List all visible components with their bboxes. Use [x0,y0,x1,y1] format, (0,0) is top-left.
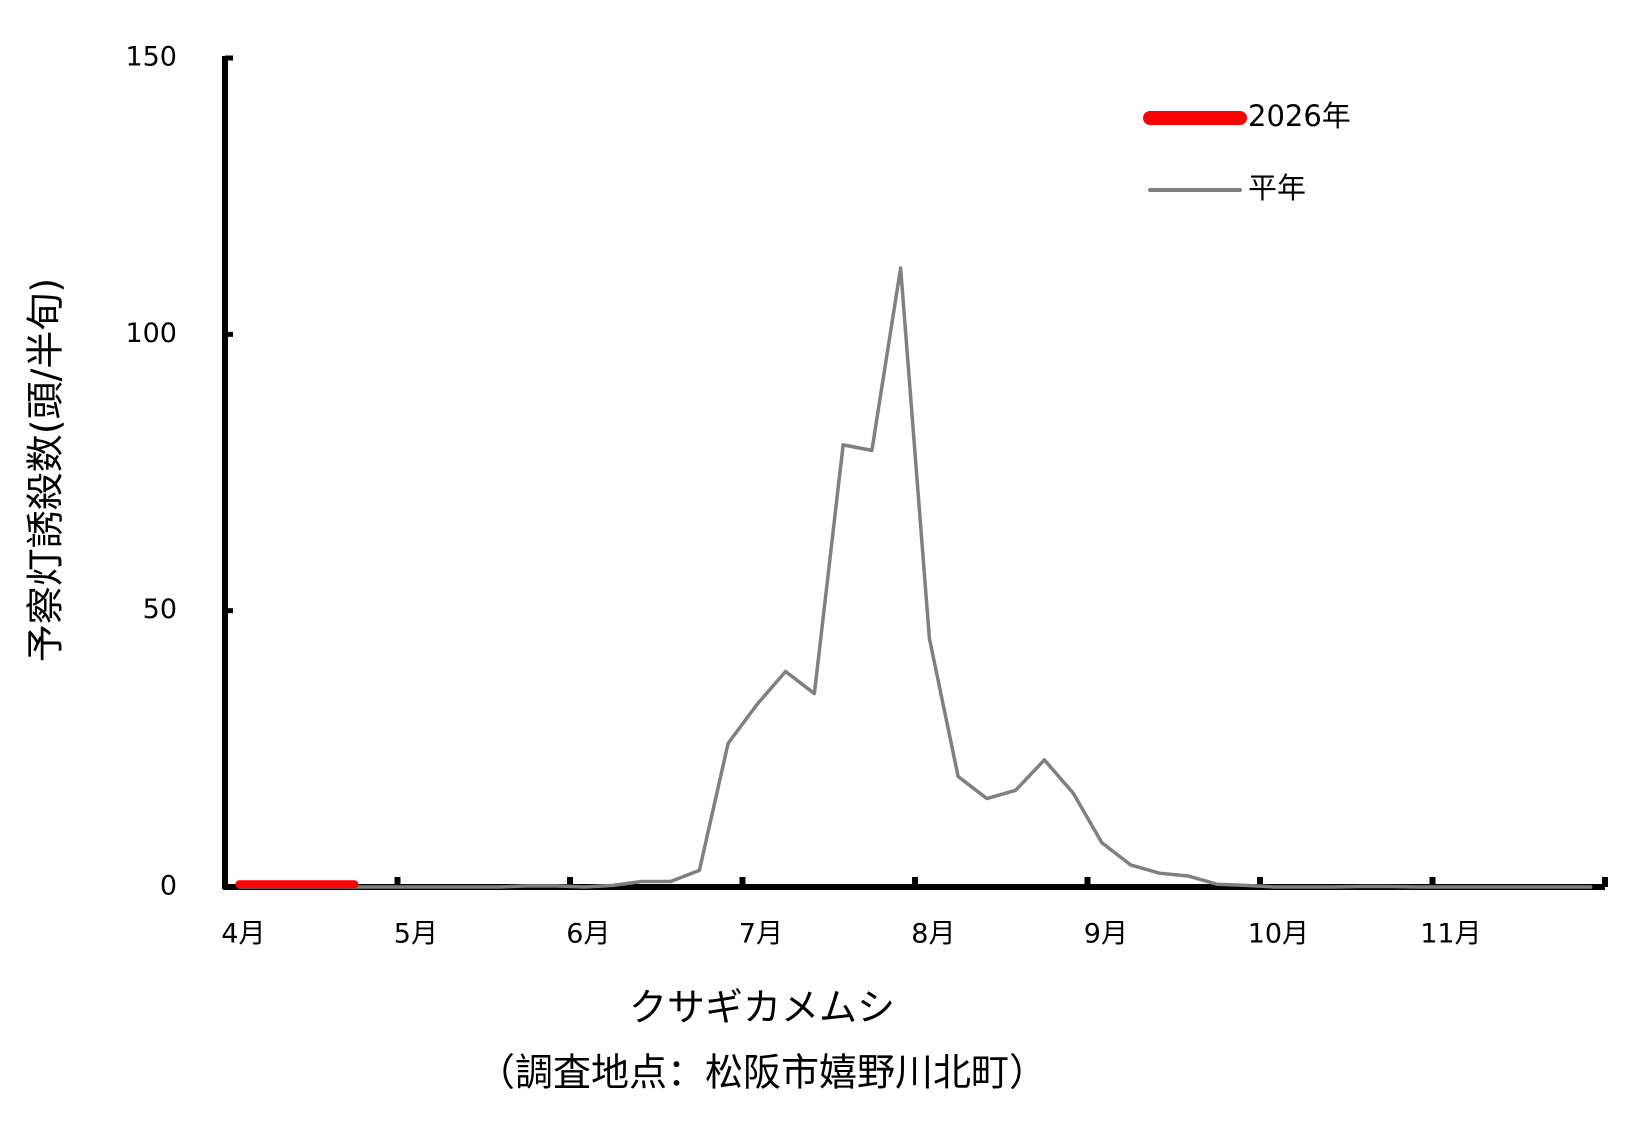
x-tick-label: 11月 [1420,919,1481,950]
x-tick-label: 4月 [221,919,265,950]
y-tick-label: 50 [143,594,177,625]
x-tick-label: 6月 [566,919,610,950]
x-tick-label: 10月 [1248,919,1309,950]
y-axis-title: 予察灯誘殺数(頭/半旬) [24,278,68,662]
legend-label: 2026年 [1248,99,1351,133]
x-tick-label: 5月 [394,919,438,950]
chart-subtitle: （調査地点：松阪市嬉野川北町） [477,1051,1047,1095]
x-tick-label: 9月 [1084,919,1128,950]
y-tick-label: 150 [125,42,177,73]
x-tick-label: 8月 [911,919,955,950]
chart-title: クサギカメムシ [629,986,895,1030]
y-tick-label: 100 [125,318,177,349]
x-tick-label: 7月 [739,919,783,950]
y-tick-label: 0 [160,871,177,902]
legend-label: 平年 [1248,171,1306,205]
series-line [237,266,1593,889]
